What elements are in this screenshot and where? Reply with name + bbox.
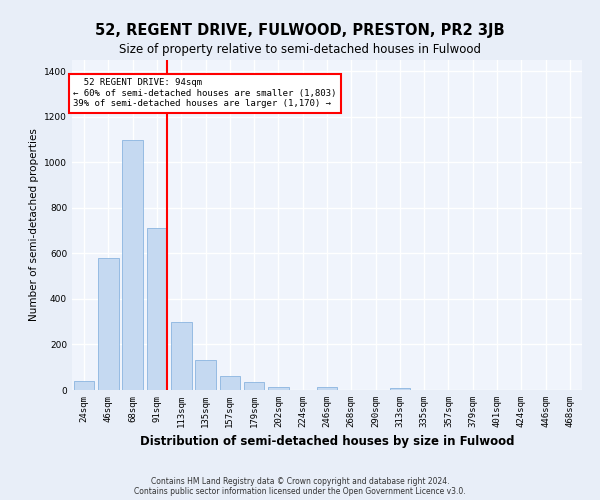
Bar <box>317 386 337 390</box>
Bar <box>122 140 143 390</box>
Bar <box>171 322 191 390</box>
Bar <box>74 381 94 390</box>
Bar <box>146 228 167 390</box>
Text: 52 REGENT DRIVE: 94sqm
← 60% of semi-detached houses are smaller (1,803)
39% of : 52 REGENT DRIVE: 94sqm ← 60% of semi-det… <box>73 78 337 108</box>
Text: 52, REGENT DRIVE, FULWOOD, PRESTON, PR2 3JB: 52, REGENT DRIVE, FULWOOD, PRESTON, PR2 … <box>95 22 505 38</box>
Text: Size of property relative to semi-detached houses in Fulwood: Size of property relative to semi-detach… <box>119 42 481 56</box>
Y-axis label: Number of semi-detached properties: Number of semi-detached properties <box>29 128 38 322</box>
Bar <box>220 376 240 390</box>
Bar <box>195 360 216 390</box>
Bar <box>244 382 265 390</box>
X-axis label: Distribution of semi-detached houses by size in Fulwood: Distribution of semi-detached houses by … <box>140 436 514 448</box>
Bar <box>98 258 119 390</box>
Bar <box>389 388 410 390</box>
Bar <box>268 386 289 390</box>
Text: Contains HM Land Registry data © Crown copyright and database right 2024.
Contai: Contains HM Land Registry data © Crown c… <box>134 476 466 496</box>
